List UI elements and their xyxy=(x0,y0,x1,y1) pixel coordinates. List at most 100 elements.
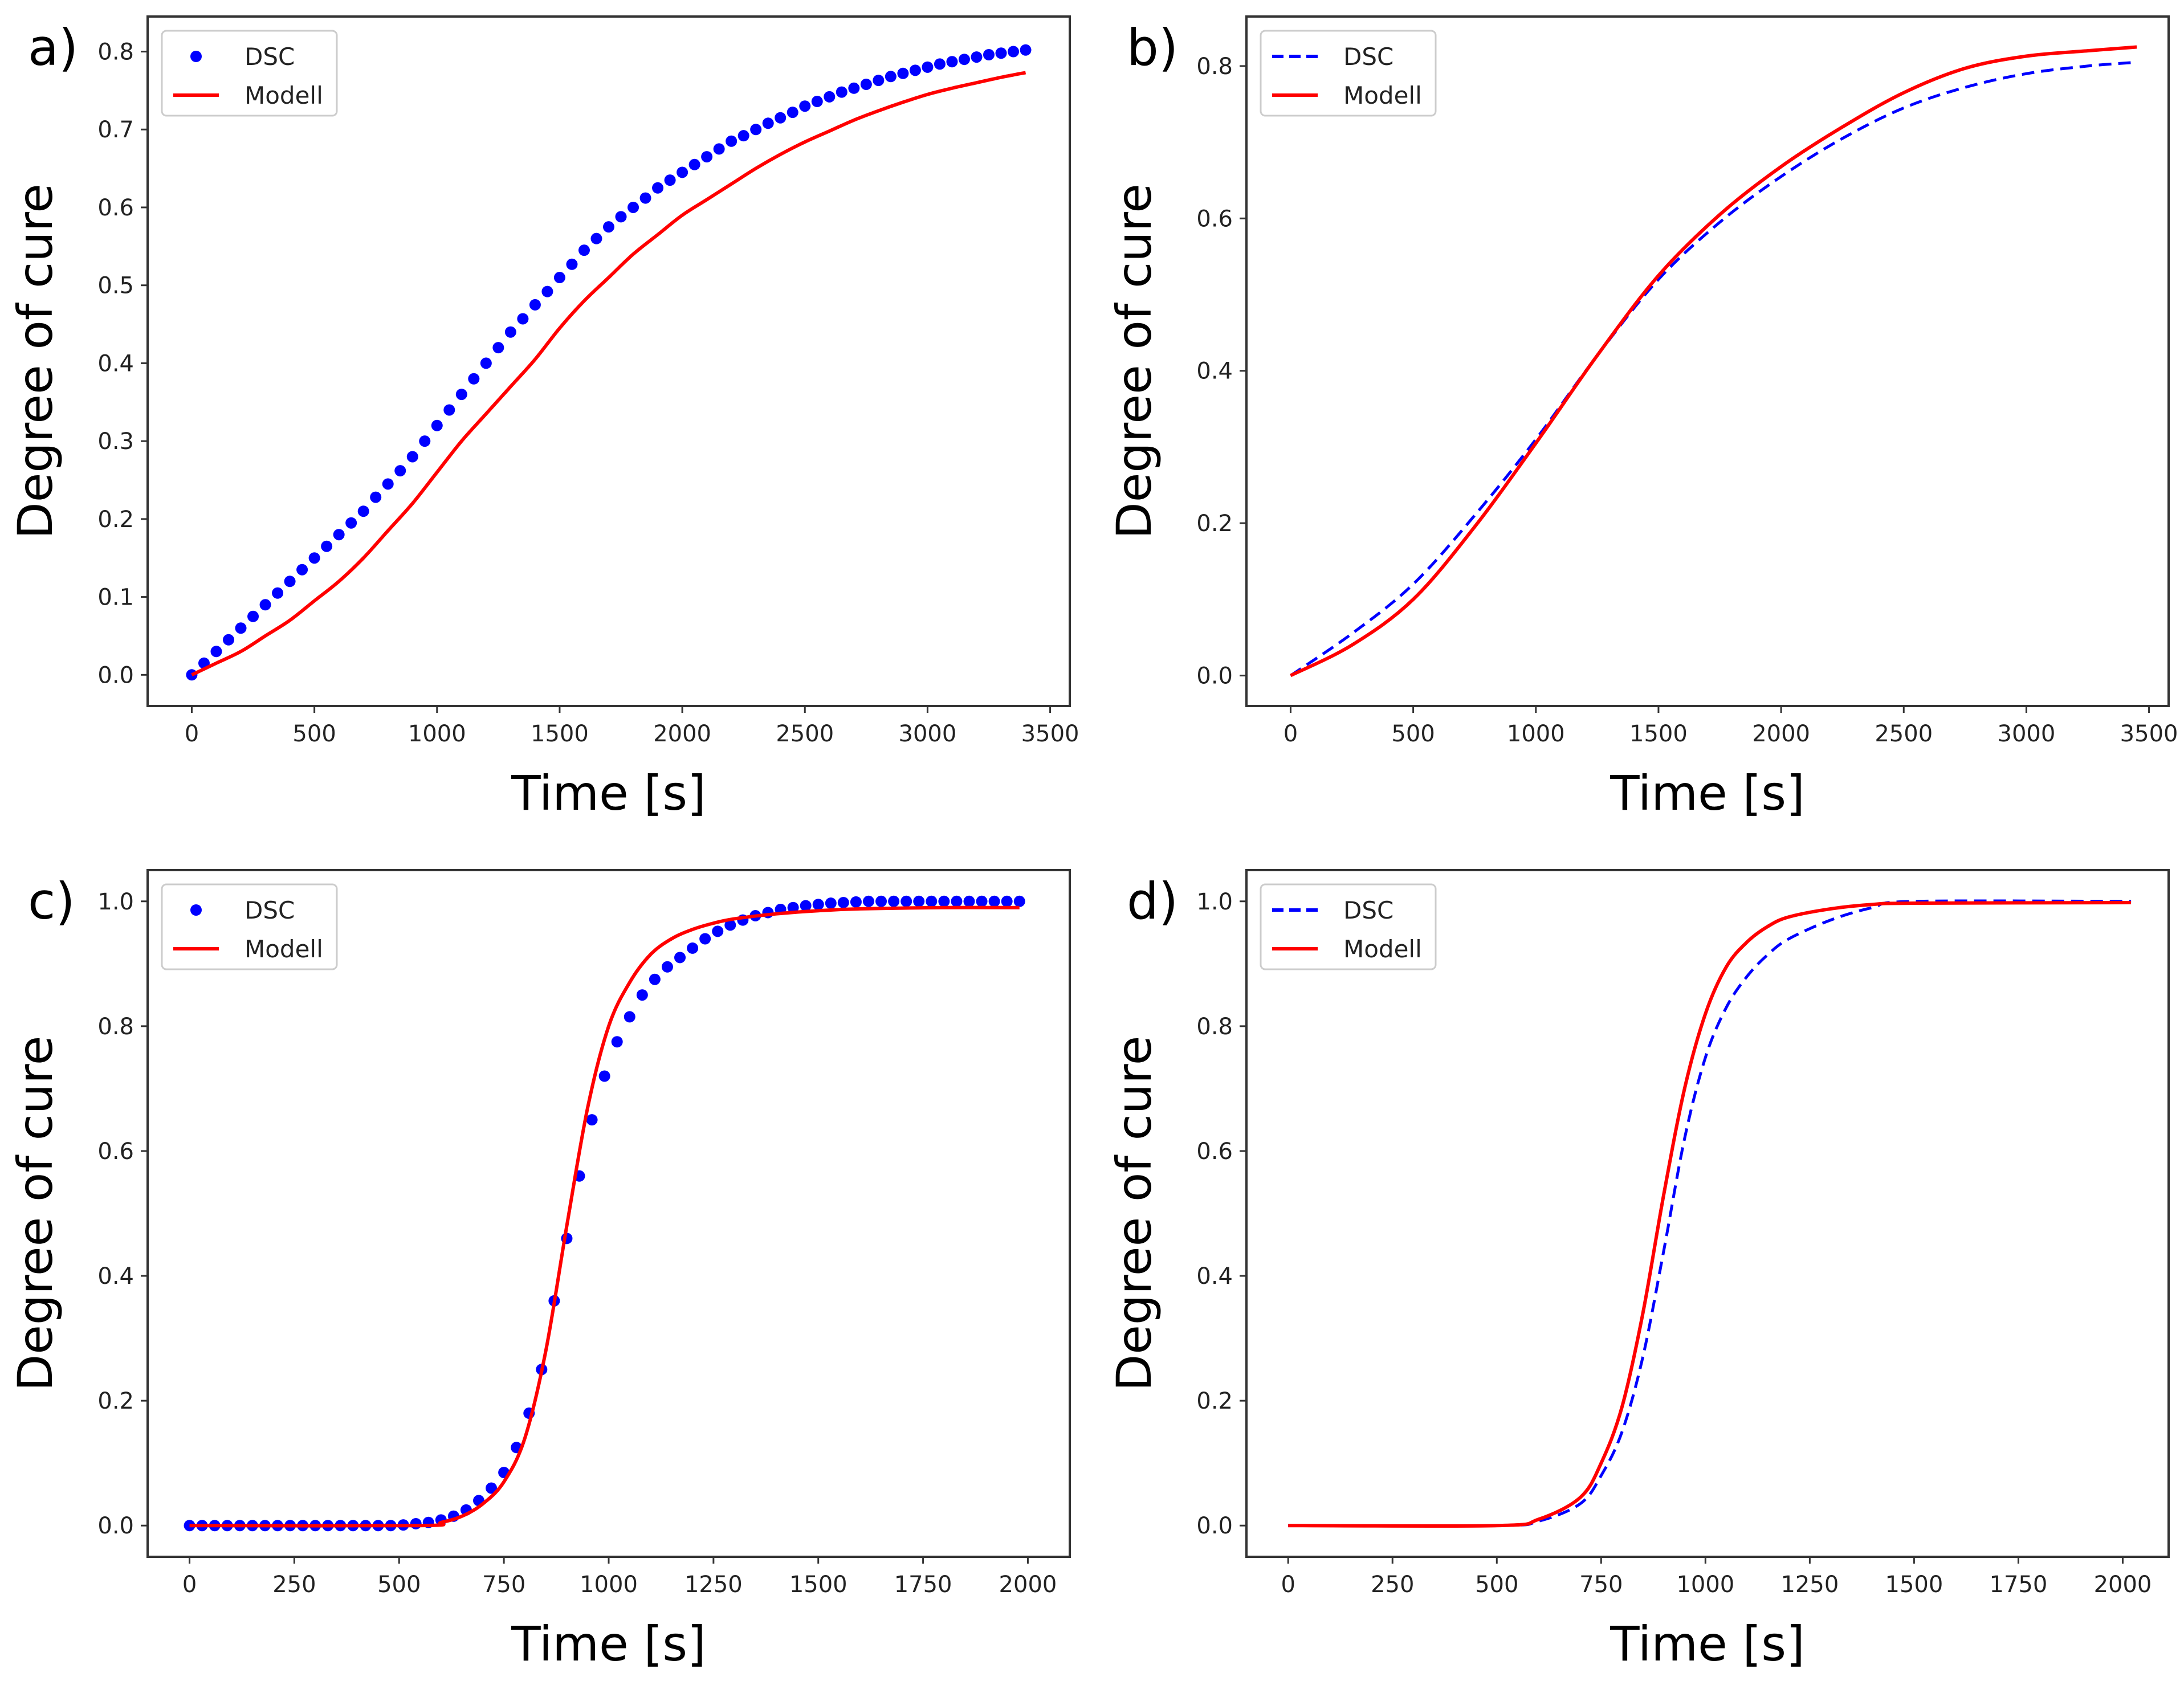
x-tick-label: 0 xyxy=(1283,721,1298,747)
x-tick-label: 1500 xyxy=(1629,721,1688,747)
dsc-data-point xyxy=(860,78,872,90)
dsc-data-point xyxy=(799,100,811,112)
legend-label: DSC xyxy=(1343,43,1393,71)
y-tick-label: 0.0 xyxy=(1196,663,1233,689)
axes-frame xyxy=(146,869,1071,1558)
y-tick-label: 0.4 xyxy=(97,350,134,377)
y-tick-label: 0.6 xyxy=(97,1139,134,1165)
legend-marker-dot xyxy=(190,904,202,916)
dsc-data-point xyxy=(586,1114,598,1126)
x-tick-label: 3500 xyxy=(1021,721,1079,747)
y-tick-label: 0.6 xyxy=(1196,206,1233,232)
x-tick-label: 1500 xyxy=(789,1572,847,1598)
legend-label: Modell xyxy=(1343,935,1422,963)
dsc-data-point xyxy=(971,51,983,63)
dsc-data-point xyxy=(812,899,824,911)
x-axis-label: Time [s] xyxy=(1610,1616,1805,1672)
y-tick-label: 0.8 xyxy=(1196,1014,1233,1040)
dsc-data-point xyxy=(235,622,247,634)
axes-frame xyxy=(146,15,1071,707)
dsc-data-point xyxy=(321,540,333,552)
plot-area xyxy=(1288,899,2132,1528)
dsc-data-point xyxy=(897,67,909,79)
x-axis-label: Time [s] xyxy=(511,765,706,821)
dsc-data-point xyxy=(922,61,934,73)
dsc-data-point xyxy=(504,326,516,338)
x-tick-label: 1500 xyxy=(531,721,589,747)
legend-label: Modell xyxy=(245,935,323,963)
dsc-data-point xyxy=(284,576,296,587)
dsc-data-point xyxy=(875,895,887,907)
dsc-data-point xyxy=(995,47,1007,59)
dsc-data-point xyxy=(455,389,467,401)
y-tick-label: 0.8 xyxy=(97,1014,134,1040)
dsc-data-point xyxy=(687,942,699,954)
x-tick-label: 500 xyxy=(292,721,336,747)
y-tick-label: 1.0 xyxy=(1196,889,1233,915)
dsc-data-point xyxy=(737,130,749,142)
x-tick-label: 500 xyxy=(1391,721,1435,747)
x-tick-label: 250 xyxy=(272,1572,316,1598)
modell-series-line xyxy=(189,905,1020,1528)
legend-label: Modell xyxy=(245,81,323,109)
dsc-data-point xyxy=(223,634,235,646)
dsc-data-point xyxy=(517,313,529,325)
dsc-data-point xyxy=(677,166,688,178)
x-tick-label: 750 xyxy=(1579,1572,1623,1598)
dsc-data-point xyxy=(958,54,970,66)
y-tick-label: 0.8 xyxy=(1196,54,1233,80)
dsc-data-point xyxy=(615,211,627,223)
dsc-data-point xyxy=(909,64,921,76)
dsc-data-point xyxy=(800,900,812,912)
x-tick-label: 3000 xyxy=(899,721,957,747)
y-tick-label: 0.2 xyxy=(97,507,134,533)
x-tick-label: 1250 xyxy=(684,1572,743,1598)
dsc-data-point xyxy=(836,86,847,98)
dsc-data-point xyxy=(357,505,369,517)
dsc-data-point xyxy=(649,973,661,985)
dsc-data-point xyxy=(480,357,492,369)
dsc-data-point xyxy=(713,143,725,155)
y-tick-label: 0.8 xyxy=(97,39,134,66)
dsc-data-point xyxy=(639,192,651,204)
dsc-data-point xyxy=(406,451,418,463)
y-tick-label: 1.0 xyxy=(97,889,134,915)
legend-label: Modell xyxy=(1343,81,1422,109)
dsc-data-point xyxy=(578,244,590,256)
dsc-data-point xyxy=(636,989,648,1001)
dsc-data-point xyxy=(825,897,837,909)
dsc-data-point xyxy=(611,1036,623,1048)
legend-marker-dot xyxy=(190,51,202,62)
chart-panel-c: 0 250 500 750 1000 1250 1500 1750 2000 0.0 0.2 0.4 0… xyxy=(7,869,1071,1672)
y-tick-label: 0.4 xyxy=(1196,1263,1233,1290)
dsc-data-point xyxy=(443,404,455,416)
dsc-data-point xyxy=(913,895,925,907)
y-axis-label: Degree of cure xyxy=(1106,1036,1162,1392)
dsc-data-point xyxy=(259,599,271,611)
x-tick-label: 1000 xyxy=(580,1572,638,1598)
x-tick-label: 2000 xyxy=(999,1572,1057,1598)
y-tick-label: 0.2 xyxy=(97,1388,134,1414)
dsc-data-point xyxy=(938,895,950,907)
dsc-data-point xyxy=(247,610,259,622)
x-tick-label: 1000 xyxy=(1507,721,1565,747)
y-axis-label: Degree of cure xyxy=(1106,183,1162,539)
dsc-data-point xyxy=(664,174,676,186)
x-tick-label: 3000 xyxy=(1998,721,2056,747)
dsc-data-point xyxy=(308,552,320,564)
legend-label: DSC xyxy=(245,43,295,71)
dsc-data-point xyxy=(590,232,602,244)
y-tick-label: 0.4 xyxy=(1196,358,1233,385)
plot-area xyxy=(186,44,1032,681)
dsc-data-point xyxy=(486,1482,498,1494)
dsc-data-point xyxy=(701,151,713,163)
y-tick-label: 0.4 xyxy=(97,1263,134,1290)
dsc-data-point xyxy=(787,901,799,913)
y-tick-label: 0.7 xyxy=(97,117,134,143)
dsc-data-point xyxy=(983,48,995,60)
dsc-data-point xyxy=(837,896,849,908)
dsc-data-point xyxy=(762,117,774,129)
dsc-data-point xyxy=(553,272,565,284)
